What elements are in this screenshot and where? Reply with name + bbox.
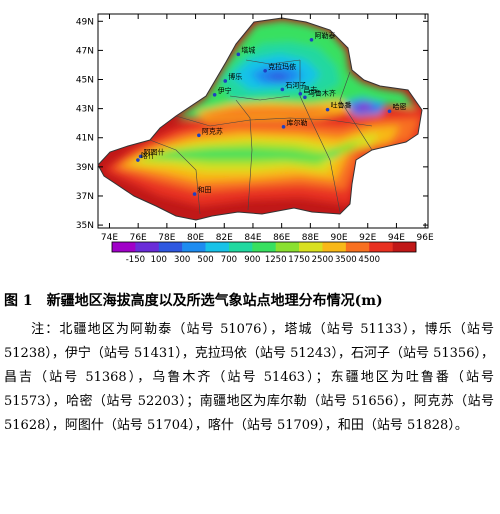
legend-label: 1250 <box>265 255 287 262</box>
legend-swatch <box>158 242 183 252</box>
legend-label: 300 <box>174 255 190 262</box>
legend-label: -150 <box>126 255 145 262</box>
station-label: 阿克苏 <box>202 126 223 135</box>
lon-tick-label: 84E <box>244 233 261 243</box>
lon-tick-label: 74E <box>101 233 118 243</box>
station-label: 塔城 <box>241 45 255 54</box>
lat-tick-label: 37N <box>76 192 94 202</box>
station-marker <box>281 125 286 129</box>
legend-swatch <box>275 242 300 252</box>
station-marker <box>298 91 303 96</box>
station-label: 吐鲁番 <box>331 101 352 110</box>
figure-note-text: 注：北疆地区为阿勒泰（站号 51076），塔城（站号 51133），博乐（站号 … <box>4 322 494 433</box>
figure-caption: 图 1 新疆地区海拔高度以及所选气象站点地理分布情况(m) <box>4 290 496 310</box>
station-label: 伊宁 <box>218 86 232 95</box>
latitude-axis: 49N 47N 45N 43N 41N 39N 37N 35N <box>76 17 428 231</box>
legend-swatch <box>112 242 136 252</box>
lat-tick-label: 35N <box>76 221 94 231</box>
station-marker <box>192 192 197 196</box>
lon-tick-label: 96E <box>417 233 434 243</box>
station-label: 乌鲁木齐 <box>308 88 336 97</box>
station-marker <box>197 133 201 138</box>
station-label: 喀什 <box>141 151 155 160</box>
lon-tick-label: 92E <box>359 233 376 243</box>
legend-label: 100 <box>151 255 167 262</box>
legend-label: 700 <box>221 255 237 262</box>
lon-tick-label: 88E <box>302 233 319 243</box>
lat-tick-label: 45N <box>76 76 94 86</box>
figure-note: 注：北疆地区为阿勒泰（站号 51076），塔城（站号 51133），博乐（站号 … <box>4 318 494 438</box>
lon-tick-label: 90E <box>330 233 347 243</box>
legend-swatch <box>252 242 276 252</box>
station-marker <box>325 107 330 112</box>
station-marker <box>263 68 267 73</box>
station-marker <box>387 109 392 114</box>
lat-tick-label: 49N <box>76 17 94 27</box>
elevation-shading <box>98 18 422 220</box>
lon-tick-label: 80E <box>187 233 204 243</box>
legend-frame <box>111 241 417 253</box>
station-label: 哈密 <box>393 102 407 111</box>
legend-label: 4500 <box>358 255 380 262</box>
legend-label: 500 <box>197 255 213 262</box>
prefecture-boundaries <box>149 59 373 215</box>
legend-swatch <box>322 242 347 252</box>
figure-number: 图 1 <box>4 293 33 309</box>
legend-swatch <box>369 242 393 252</box>
station-marker <box>309 37 314 42</box>
legend-label: 3500 <box>335 255 357 262</box>
legend-swatch <box>299 242 323 252</box>
legend-swatch <box>135 242 160 252</box>
lat-tick-label: 41N <box>76 134 94 144</box>
legend-label: 900 <box>244 255 260 262</box>
station-label: 库尔勒 <box>287 118 308 127</box>
station-label: 和田 <box>198 185 212 194</box>
station-marker <box>236 52 241 57</box>
legend-label: 1750 <box>288 255 310 262</box>
legend-swatch <box>345 242 370 252</box>
lon-tick-label: 86E <box>273 233 290 243</box>
lat-tick-label: 39N <box>76 163 94 173</box>
legend-swatch <box>392 242 417 252</box>
station-label: 昌吉 <box>303 86 317 94</box>
elevation-map: 49N 47N 45N 43N 41N 39N 37N 35N 74E 76E 78E 80E 82E… <box>76 13 434 262</box>
station-label: 博乐 <box>228 72 242 81</box>
lat-tick-label: 47N <box>76 46 94 56</box>
station-marker <box>212 92 217 97</box>
elevation-map-figure: 49N 47N 45N 43N 41N 39N 37N 35N 74E 76E 78E 80E 82E… <box>76 13 434 262</box>
station-label: 石河子 <box>285 81 306 89</box>
station-marker <box>223 79 228 83</box>
figure-title: 新疆地区海拔高度以及所选气象站点地理分布情况(m) <box>46 293 383 309</box>
station-marker <box>303 95 307 100</box>
lon-tick-label: 82E <box>216 233 233 243</box>
station-marker <box>138 154 143 159</box>
legend-swatch <box>182 242 206 252</box>
legend-label: 2500 <box>312 255 334 262</box>
lon-tick-label: 78E <box>158 233 175 243</box>
lon-tick-label: 76E <box>130 233 147 243</box>
legend-swatch <box>205 242 230 252</box>
station-marker <box>136 158 140 162</box>
region-boundary <box>97 17 423 221</box>
station-label: 阿勒泰 <box>314 31 335 40</box>
lon-tick-label: 94E <box>388 233 405 243</box>
elevation-legend: -150 100 300 500 700 900 1250 1750 2500 3500 4500 <box>111 241 417 262</box>
lat-tick-label: 43N <box>76 105 94 115</box>
legend-swatch <box>228 242 253 252</box>
station-label: 克拉玛依 <box>268 62 296 71</box>
longitude-axis: 74E 76E 78E 80E 82E 84E 86E 88E 90E 92E 94E 96E <box>101 14 434 243</box>
station-marker <box>280 87 285 92</box>
station-label: 阿图什 <box>144 147 165 156</box>
